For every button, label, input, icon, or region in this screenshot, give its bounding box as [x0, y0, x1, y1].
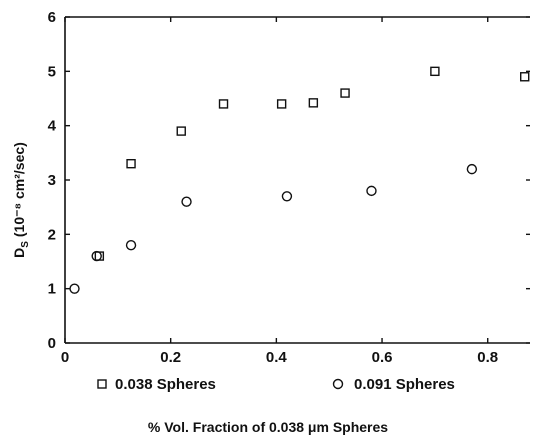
- data-point-circle: [69, 283, 80, 294]
- x-axis: 0 0.2 0.4 0.6 0.8: [61, 17, 498, 366]
- data-point-square: [176, 126, 186, 136]
- y-axis-title: DS (10⁻⁸ cm²/sec): [11, 142, 31, 258]
- x-tick-label: 0.2: [160, 349, 181, 366]
- x-tick-label: 0.4: [266, 349, 288, 366]
- data-point-square: [520, 72, 530, 82]
- y-tick-label: 4: [48, 118, 57, 135]
- y-axis: 0 1 2 3 4 5 6: [48, 9, 530, 352]
- data-point-square: [218, 99, 229, 109]
- y-tick-label: 2: [48, 226, 56, 243]
- y-tick-label: 5: [48, 63, 56, 80]
- data-point-circle: [181, 196, 192, 207]
- y-tick-label: 3: [48, 172, 56, 189]
- x-axis-title: % Vol. Fraction of 0.038 μm Spheres: [148, 419, 388, 435]
- legend-circle-marker: [332, 378, 344, 390]
- data-point-square: [308, 98, 319, 108]
- data-point-square: [430, 66, 440, 77]
- legend-square-marker: [97, 379, 107, 389]
- legend-label-series-2: 0.091 Spheres: [354, 376, 455, 393]
- y-tick-label: 0: [48, 335, 56, 352]
- x-tick-label: 0: [61, 349, 69, 366]
- data-point-circle: [281, 191, 293, 202]
- data-points: [69, 66, 530, 294]
- x-tick-label: 0.6: [372, 349, 393, 366]
- data-point-square: [276, 99, 287, 109]
- data-point-circle: [91, 250, 102, 262]
- x-tick-label: 0.8: [477, 349, 498, 366]
- data-point-circle: [366, 185, 377, 197]
- y-tick-label: 1: [48, 281, 56, 298]
- plot-frame: [64, 16, 530, 344]
- data-point-circle: [466, 163, 478, 175]
- legend: 0.038 Spheres 0.091 Spheres: [97, 376, 455, 393]
- data-point-square: [126, 158, 136, 169]
- legend-label-series-1: 0.038 Spheres: [115, 376, 216, 393]
- data-point-square: [340, 88, 350, 98]
- data-point-circle: [125, 239, 137, 251]
- y-tick-label: 6: [48, 9, 56, 26]
